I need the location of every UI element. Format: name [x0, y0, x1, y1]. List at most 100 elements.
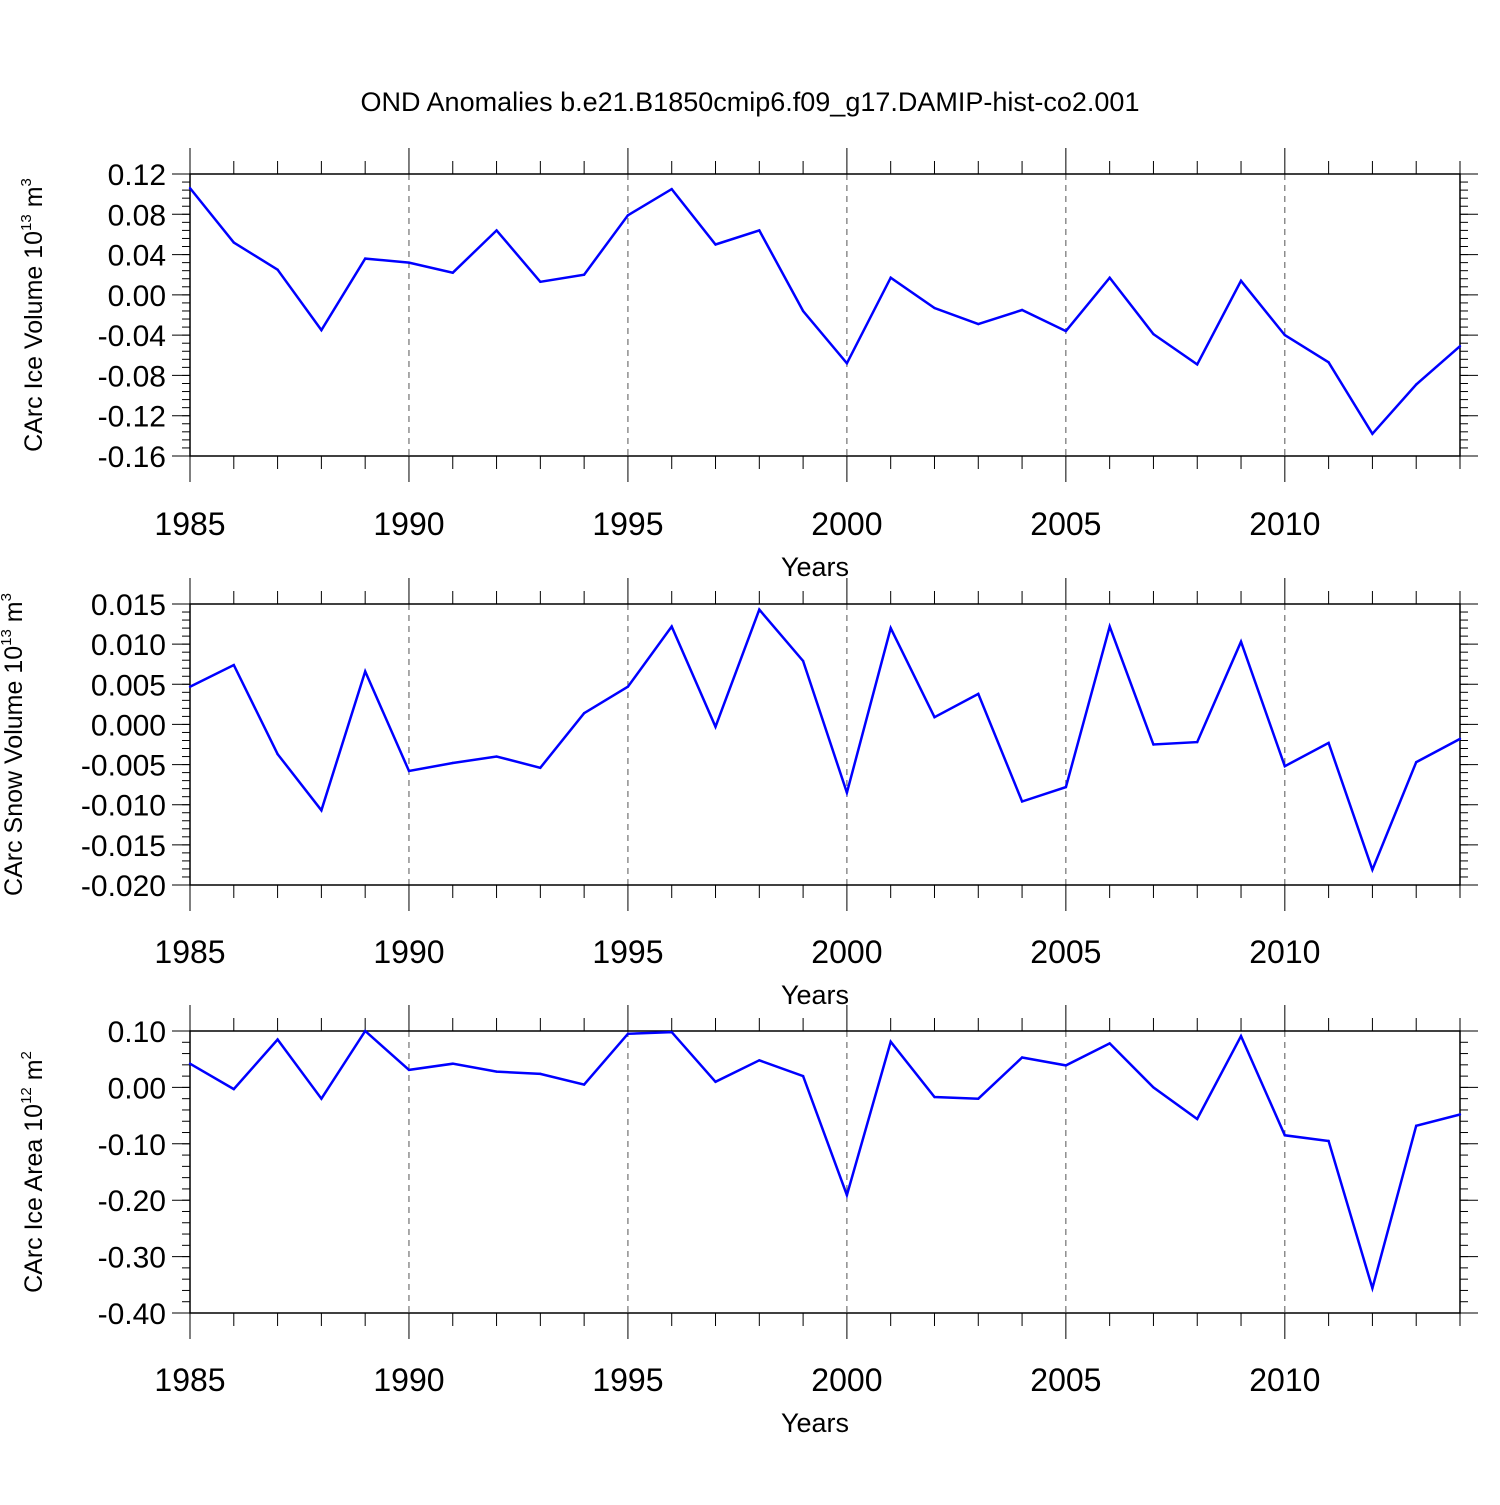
data-point [1152, 332, 1155, 336]
series-line [189, 1029, 1461, 1293]
data-point [889, 626, 892, 630]
data-point [232, 663, 235, 667]
data-point [1064, 785, 1068, 789]
data-point [758, 608, 761, 611]
data-point [977, 692, 980, 696]
data-point [933, 306, 936, 310]
x-tick-label: 2010 [1249, 506, 1320, 542]
data-point [801, 659, 805, 663]
data-point [363, 257, 367, 260]
plot-frame [189, 1030, 1461, 1314]
y-axis-label: CArc Snow Volume 1013 m3 [0, 593, 28, 896]
data-point [1371, 1286, 1374, 1290]
y-tick-label: 0.04 [108, 240, 166, 273]
data-point [889, 1040, 892, 1043]
data-point [1283, 764, 1287, 768]
data-point [1239, 640, 1243, 643]
y-axis-label: CArc Ice Volume 1013 m3 [18, 178, 48, 452]
data-point [1196, 1117, 1199, 1121]
x-tick-label: 2010 [1249, 1362, 1320, 1398]
panel-2: 0.015 0.010 0.005 0.000 -0.005 -0.010 -0.015 -0… [0, 578, 1478, 1010]
data-point [582, 711, 586, 715]
x-tick-label: 2000 [811, 1362, 882, 1398]
data-point [1458, 1113, 1462, 1116]
data-point [1196, 740, 1199, 744]
y-tick-label: 0.00 [108, 280, 166, 313]
x-tick-label: 1995 [592, 506, 663, 542]
data-point [1371, 432, 1374, 436]
y-tick-label: -0.010 [81, 790, 166, 823]
data-point [1458, 737, 1462, 741]
data-point [670, 625, 673, 628]
data-point [495, 1070, 498, 1073]
data-point [1327, 1139, 1330, 1143]
x-tick-label: 1995 [592, 934, 663, 970]
data-point [1283, 1134, 1287, 1137]
data-point [714, 243, 717, 246]
data-point [539, 280, 542, 283]
data-point [1108, 276, 1111, 279]
x-tick-label: 1985 [154, 1362, 225, 1398]
data-point [670, 1030, 673, 1034]
y-tick-label: -0.30 [98, 1242, 166, 1275]
data-point [276, 1038, 279, 1041]
data-point [276, 752, 279, 756]
panel-3: 0.10 0.00 -0.10 -0.20 -0.30 -0.40 1985 1990 1995… [18, 1005, 1478, 1438]
data-point [1283, 333, 1287, 337]
data-point [1152, 743, 1155, 746]
y-tick-label: -0.005 [81, 750, 166, 783]
data-point [977, 322, 980, 326]
data-point [1020, 800, 1024, 803]
series-line [189, 607, 1461, 874]
y-tick-label: -0.020 [81, 870, 166, 903]
x-axis-label: Years [781, 1408, 849, 1438]
x-tick-label: 1990 [373, 1362, 444, 1398]
data-point [714, 1080, 717, 1083]
data-point [1020, 1056, 1024, 1059]
data-point [670, 187, 673, 191]
x-tick-label: 1985 [154, 506, 225, 542]
data-point [363, 670, 367, 673]
data-point [1327, 361, 1330, 364]
data-point [1152, 1086, 1155, 1089]
data-point [320, 1097, 323, 1100]
y-tick-label: 0.005 [91, 669, 166, 702]
data-point [801, 309, 805, 313]
data-point [933, 1095, 936, 1099]
data-point [1371, 868, 1374, 871]
data-point [1415, 760, 1418, 764]
y-tick-label: 0.000 [91, 709, 166, 742]
data-point [363, 1029, 367, 1033]
data-point [188, 1062, 192, 1065]
data-point [188, 685, 192, 688]
data-point [1415, 383, 1418, 386]
data-point [845, 791, 849, 794]
data-point [407, 1068, 411, 1072]
data-point [1239, 1034, 1243, 1038]
data-point [582, 273, 586, 276]
y-tick-label: -0.10 [98, 1129, 166, 1162]
data-point [977, 1097, 980, 1100]
x-tick-label: 2005 [1030, 506, 1101, 542]
data-point [407, 261, 411, 264]
y-tick-label: 0.08 [108, 199, 166, 232]
x-tick-label: 2000 [811, 506, 882, 542]
data-point [1458, 345, 1462, 348]
data-point [232, 1087, 235, 1091]
data-point [626, 214, 630, 217]
data-point [758, 1059, 761, 1062]
data-point [1327, 741, 1330, 745]
data-point [1108, 625, 1111, 628]
x-tick-label: 1990 [373, 934, 444, 970]
data-point [714, 725, 717, 729]
x-axis-label: Years [781, 980, 849, 1010]
plot-frame [189, 603, 1461, 886]
data-point [626, 1032, 630, 1036]
y-tick-label: 0.00 [108, 1072, 166, 1105]
data-point [582, 1083, 586, 1086]
y-tick-label: 0.10 [108, 1016, 166, 1049]
data-point [1196, 363, 1199, 366]
data-point [758, 229, 761, 232]
x-tick-label: 1995 [592, 1362, 663, 1398]
